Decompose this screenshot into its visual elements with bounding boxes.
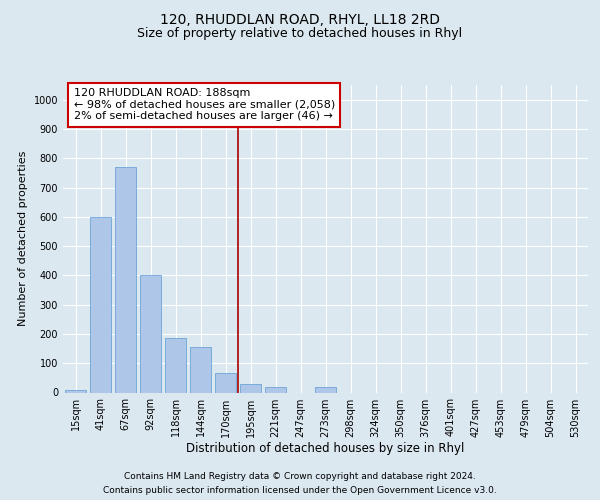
X-axis label: Distribution of detached houses by size in Rhyl: Distribution of detached houses by size … bbox=[187, 442, 464, 456]
Bar bbox=[165, 338, 186, 392]
Text: 120, RHUDDLAN ROAD, RHYL, LL18 2RD: 120, RHUDDLAN ROAD, RHYL, LL18 2RD bbox=[160, 12, 440, 26]
Text: 120 RHUDDLAN ROAD: 188sqm
← 98% of detached houses are smaller (2,058)
2% of sem: 120 RHUDDLAN ROAD: 188sqm ← 98% of detac… bbox=[74, 88, 335, 122]
Bar bbox=[240, 384, 261, 392]
Bar bbox=[140, 276, 161, 392]
Bar bbox=[115, 167, 136, 392]
Bar bbox=[215, 374, 236, 392]
Bar bbox=[65, 390, 86, 392]
Bar bbox=[190, 347, 211, 393]
Bar bbox=[90, 217, 111, 392]
Y-axis label: Number of detached properties: Number of detached properties bbox=[18, 151, 28, 326]
Text: Contains HM Land Registry data © Crown copyright and database right 2024.: Contains HM Land Registry data © Crown c… bbox=[124, 472, 476, 481]
Bar bbox=[265, 386, 286, 392]
Text: Contains public sector information licensed under the Open Government Licence v3: Contains public sector information licen… bbox=[103, 486, 497, 495]
Bar bbox=[315, 386, 336, 392]
Text: Size of property relative to detached houses in Rhyl: Size of property relative to detached ho… bbox=[137, 28, 463, 40]
